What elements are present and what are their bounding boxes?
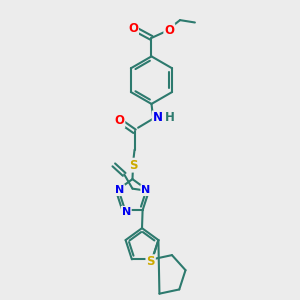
Text: N: N (141, 185, 151, 195)
Text: N: N (115, 185, 124, 195)
Text: S: S (146, 255, 155, 268)
Text: O: O (164, 24, 174, 37)
Text: S: S (129, 159, 137, 172)
Text: O: O (114, 114, 124, 128)
Text: H: H (165, 111, 175, 124)
Text: N: N (122, 207, 131, 217)
Text: N: N (153, 111, 163, 124)
Text: O: O (128, 22, 138, 34)
